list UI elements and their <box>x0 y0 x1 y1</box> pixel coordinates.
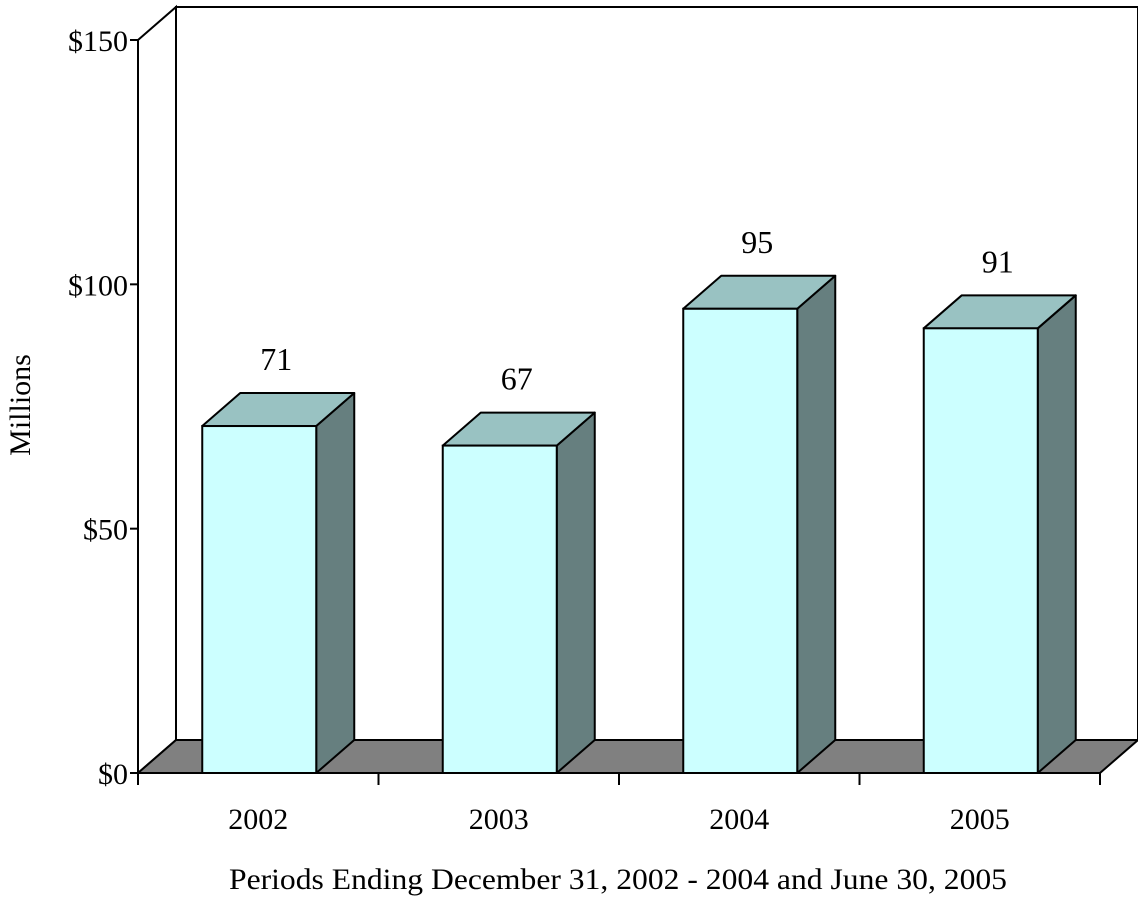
x-tick-label-2002: 2002 <box>228 803 288 836</box>
bar-side-face <box>1036 294 1077 774</box>
bar-2004 <box>682 274 837 774</box>
x-tick-label-2003: 2003 <box>469 803 529 836</box>
data-label-2005: 91 <box>982 243 1014 279</box>
y-tick-label: $0 <box>98 758 128 791</box>
bar-2005 <box>922 294 1077 774</box>
bar-front-face <box>922 327 1039 774</box>
bar-side-face <box>555 411 596 774</box>
bar-2002 <box>201 392 356 774</box>
data-label-2004: 95 <box>741 224 773 260</box>
bar-side-face <box>796 274 837 774</box>
data-labels: 71 67 95 91 <box>260 224 1014 397</box>
x-axis-title: Periods Ending December 31, 2002 - 2004 … <box>229 863 1007 896</box>
y-tick-label: $150 <box>68 25 128 58</box>
bar-front-face <box>682 307 799 774</box>
bar-2003 <box>441 411 596 774</box>
y-axis-title: Millions <box>4 354 37 456</box>
x-tick-label-2004: 2004 <box>709 803 769 836</box>
data-label-2002: 71 <box>260 341 292 377</box>
bar-front-face <box>201 425 318 774</box>
bar-side-face <box>315 392 356 774</box>
bar-front-face <box>441 444 558 774</box>
bars <box>201 274 1077 774</box>
x-tick-label-2005: 2005 <box>950 803 1010 836</box>
y-tick-label: $50 <box>83 514 128 547</box>
axes: 2002 2003 2004 2005 $0 $50 $100 $150 <box>68 25 1101 836</box>
data-label-2003: 67 <box>501 361 533 397</box>
side-wall <box>137 4 177 776</box>
y-tick-label: $100 <box>68 269 128 302</box>
